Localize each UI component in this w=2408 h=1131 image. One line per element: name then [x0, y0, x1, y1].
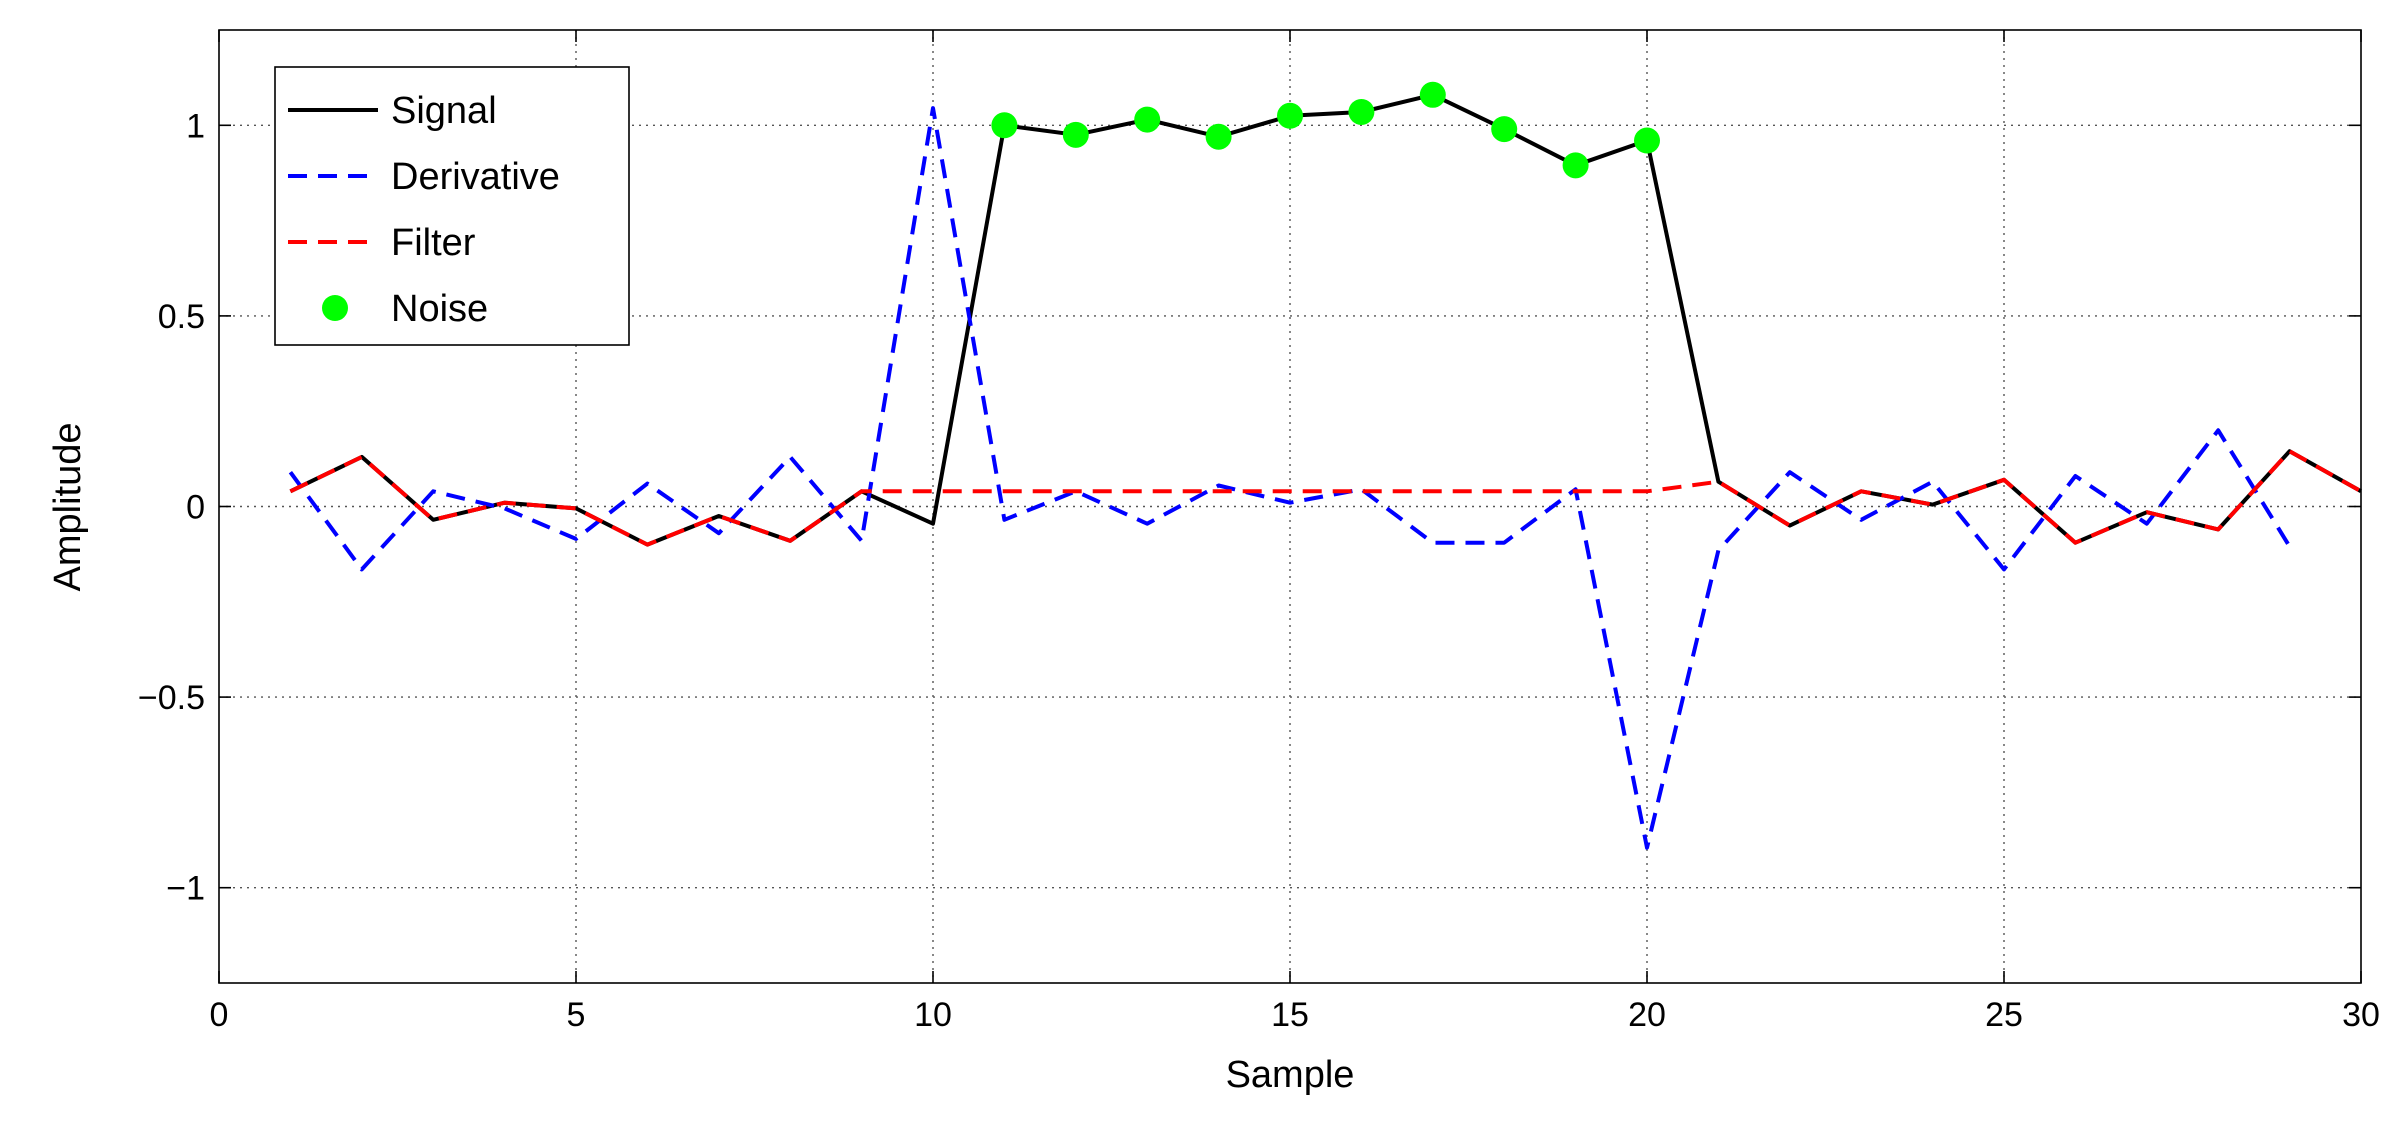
- x-tick-label: 5: [567, 996, 586, 1034]
- series-group: [288, 81, 2362, 850]
- noise-point: [1491, 116, 1518, 143]
- noise-point: [1634, 127, 1660, 154]
- legend-label-filter: Filter: [391, 222, 476, 264]
- x-tick-label: 30: [2342, 996, 2380, 1034]
- y-tick-label: 0: [186, 489, 205, 527]
- noise-point: [991, 112, 1018, 139]
- x-tick-label: 25: [1985, 996, 2023, 1034]
- noise-point: [1205, 123, 1232, 150]
- legend: Signal Derivative Filter Noise: [274, 66, 630, 346]
- y-tick-label: 1: [186, 107, 205, 145]
- x-tick-label: 15: [1271, 996, 1309, 1034]
- noise-point: [1419, 81, 1446, 108]
- legend-label-signal: Signal: [391, 90, 497, 132]
- x-axis-label: Sample: [1226, 1054, 1355, 1096]
- ticks: [218, 30, 2362, 983]
- legend-swatch-noise: [322, 295, 348, 321]
- y-axis-label: Amplitude: [47, 423, 89, 592]
- y-tick-label: 0.5: [158, 298, 205, 336]
- y-tick-label: −0.5: [138, 679, 205, 717]
- noise-point: [1062, 121, 1089, 148]
- derivative-series-line: [288, 106, 2292, 850]
- legend-label-derivative: Derivative: [391, 156, 560, 198]
- x-tick-label: 20: [1628, 996, 1666, 1034]
- noise-point: [1134, 106, 1161, 133]
- noise-point: [1348, 98, 1375, 125]
- x-tick-label: 10: [914, 996, 952, 1034]
- x-tick-label: 0: [210, 996, 229, 1034]
- noise-point: [1562, 152, 1589, 179]
- noise-point: [1277, 102, 1303, 129]
- legend-label-noise: Noise: [391, 288, 488, 330]
- tick-labels: 0 5 10 15 20 25 30 −1 −0.5 0 0.5 1: [138, 107, 2380, 1034]
- y-tick-label: −1: [166, 870, 205, 908]
- signal-series-line: [289, 92, 2362, 547]
- legend-items: Signal Derivative Filter Noise: [288, 90, 560, 330]
